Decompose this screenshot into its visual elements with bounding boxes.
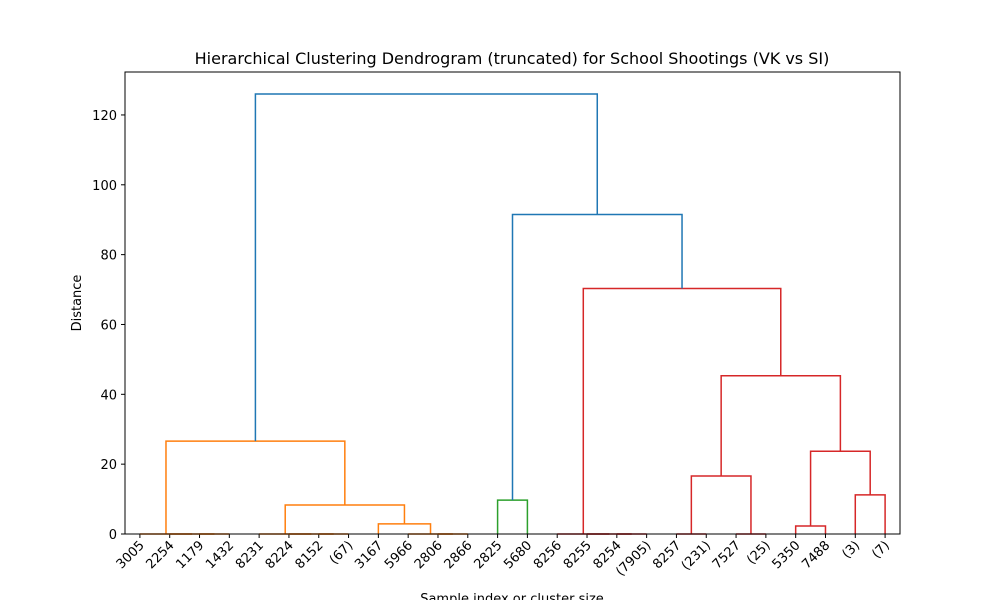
y-tick-label: 0 [109,528,117,543]
y-tick-label: 80 [100,249,117,264]
dendrogram-link [254,93,599,442]
x-tick-label: 8257 [650,538,684,572]
x-tick-label: 7527 [710,538,744,572]
dendrogram-link [794,525,827,534]
x-tick-label: 5350 [769,538,803,572]
dendrogram-link [165,440,346,534]
y-tick-label: 60 [100,318,117,333]
x-tick-label: 8224 [263,538,297,572]
y-tick-label: 100 [92,179,117,194]
dendrogram-link [582,287,782,534]
x-tick-label: 3005 [114,538,148,572]
x-tick-label: 1179 [173,538,207,572]
y-axis-label: Distance [70,275,85,332]
x-tick-label: 8231 [233,538,267,572]
dendrogram-link [690,475,752,534]
x-tick-label: (25) [744,538,773,567]
chart-title: Hierarchical Clustering Dendrogram (trun… [195,49,830,68]
x-tick-label: 1432 [203,538,237,572]
plot-frame [124,71,901,535]
x-tick-label: 8256 [531,538,565,572]
x-tick-label: 2825 [471,538,505,572]
x-axis-label: Sample index or cluster size [420,592,604,600]
x-tick-label: 8255 [561,538,595,572]
x-tick-label: (231) [679,538,714,573]
x-tick-label: 2866 [442,538,476,572]
x-tick-label: 3167 [352,538,386,572]
x-tick-label: 7488 [799,538,833,572]
dendrogram-link [284,504,406,534]
dendrogram-link [377,523,432,534]
x-tick-label: 5680 [501,538,535,572]
x-tick-label: (67) [327,538,356,567]
y-tick-label: 40 [100,388,117,403]
x-tick-label: 8152 [293,538,327,572]
x-tick-label: 2254 [144,538,178,572]
x-tick-label: (7) [869,538,893,562]
y-tick-label: 20 [100,458,117,473]
x-tick-label: (3) [839,538,863,562]
x-tick-label: 2806 [412,538,446,572]
dendrogram-link [496,499,529,534]
dendrogram-link [720,375,842,477]
x-tick-label: 5966 [382,538,416,572]
dendrogram-link [854,494,886,534]
dendrogram-link [809,450,871,526]
y-tick-label: 120 [92,109,117,124]
dendrogram-link [511,213,683,501]
